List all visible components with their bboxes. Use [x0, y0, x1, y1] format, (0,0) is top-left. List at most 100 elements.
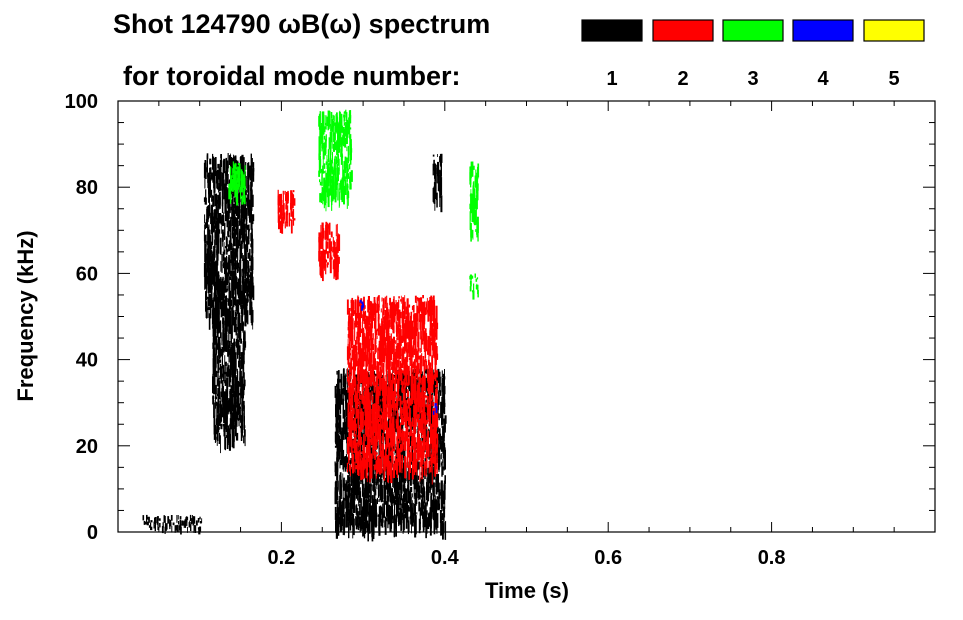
spectral-mark: [150, 520, 153, 523]
spectral-mark: [336, 252, 338, 260]
spectral-mark: [226, 427, 228, 431]
spectral-mark: [358, 342, 361, 350]
spectral-mark: [348, 423, 351, 441]
spectral-mark: [347, 475, 350, 484]
spectral-mark: [330, 231, 333, 238]
spectral-mark: [234, 195, 237, 214]
spectral-mark: [350, 496, 353, 513]
spectral-mark: [228, 240, 231, 251]
spectral-mark: [229, 276, 232, 281]
spectral-mark: [433, 182, 436, 188]
spectral-mark: [359, 321, 362, 328]
spectral-mark: [233, 218, 236, 237]
spectral-mark: [362, 397, 365, 405]
spectral-mark: [358, 498, 359, 507]
spectral-mark: [233, 358, 235, 375]
spectral-mark: [408, 516, 410, 526]
spectral-mark: [403, 442, 406, 449]
spectral-mark: [219, 401, 221, 410]
spectral-mark: [324, 264, 326, 268]
spectral-mark: [356, 519, 358, 523]
spectral-mark: [233, 317, 235, 324]
spectral-mark: [218, 319, 220, 329]
spectral-mark: [411, 496, 413, 507]
spectral-mark: [244, 236, 246, 241]
spectral-mark: [218, 380, 221, 399]
spectral-mark: [292, 209, 295, 226]
spectral-mark: [229, 270, 232, 277]
spectral-mark: [222, 390, 224, 409]
spectral-mark: [239, 214, 241, 226]
spectral-mark: [159, 523, 161, 528]
spectral-mark: [368, 505, 371, 524]
spectral-mark: [404, 363, 407, 379]
spectral-mark: [145, 521, 147, 525]
spectral-mark: [384, 463, 386, 472]
spectral-mark: [226, 272, 229, 286]
spectral-mark: [441, 513, 444, 520]
spectral-mark: [381, 414, 383, 429]
spectral-mark: [286, 221, 288, 227]
spectral-mark: [380, 430, 381, 448]
spectral-mark: [379, 424, 382, 430]
spectral-mark: [388, 371, 390, 391]
spectral-mark: [432, 498, 435, 515]
spectral-mark: [419, 452, 422, 458]
spectral-mark: [432, 478, 434, 493]
spectral-mark: [209, 307, 211, 319]
spectral-mark: [246, 301, 248, 321]
spectral-mark: [378, 313, 380, 320]
spectral-mark: [364, 391, 366, 396]
spectral-mark: [156, 516, 159, 521]
spectral-mark: [208, 224, 210, 229]
spectral-mark: [227, 309, 229, 320]
mode-2-region-2: [318, 221, 341, 282]
spectral-mark: [411, 363, 414, 369]
spectral-mark: [227, 201, 229, 209]
spectral-mark: [361, 400, 363, 411]
spectral-mark: [425, 442, 428, 451]
spectral-mark: [350, 506, 352, 515]
spectral-mark: [401, 381, 404, 394]
spectral-mark: [372, 368, 375, 386]
spectral-mark: [396, 483, 397, 503]
spectral-mark: [292, 211, 294, 216]
spectral-mark: [213, 292, 215, 301]
spectral-mark: [278, 216, 280, 230]
spectral-mark: [338, 256, 340, 264]
spectral-mark: [343, 424, 346, 435]
spectral-mark: [410, 392, 413, 396]
spectral-mark: [427, 519, 429, 529]
spectral-mark: [419, 401, 421, 419]
spectral-mark: [231, 401, 233, 412]
spectral-mark: [237, 209, 238, 228]
spectral-mark: [376, 365, 379, 385]
spectral-mark: [379, 342, 382, 355]
spectral-mark: [412, 340, 414, 355]
spectral-mark: [218, 186, 220, 193]
spectral-mark: [212, 259, 215, 274]
spectral-mark: [401, 335, 404, 343]
spectral-mark: [353, 443, 356, 454]
spectral-mark: [325, 241, 327, 255]
spectral-mark: [240, 200, 242, 208]
spectral-mark: [425, 510, 428, 515]
spectral-mark: [347, 326, 349, 331]
spectral-mark: [337, 233, 339, 249]
spectral-mark: [437, 161, 440, 177]
spectral-mark: [415, 398, 418, 414]
spectral-mark: [146, 514, 148, 519]
spectral-mark: [424, 491, 426, 502]
spectral-mark: [435, 513, 437, 522]
spectral-mark: [381, 389, 383, 396]
spectral-mark: [364, 459, 366, 467]
spectral-mark: [336, 502, 338, 513]
spectral-mark: [146, 517, 148, 522]
spectral-mark: [281, 216, 284, 234]
spectral-mark: [241, 407, 243, 416]
spectral-mark: [212, 277, 214, 285]
spectral-mark: [348, 450, 350, 455]
spectral-mark: [244, 244, 247, 263]
spectral-mark: [357, 523, 360, 531]
spectral-mark: [227, 220, 229, 235]
